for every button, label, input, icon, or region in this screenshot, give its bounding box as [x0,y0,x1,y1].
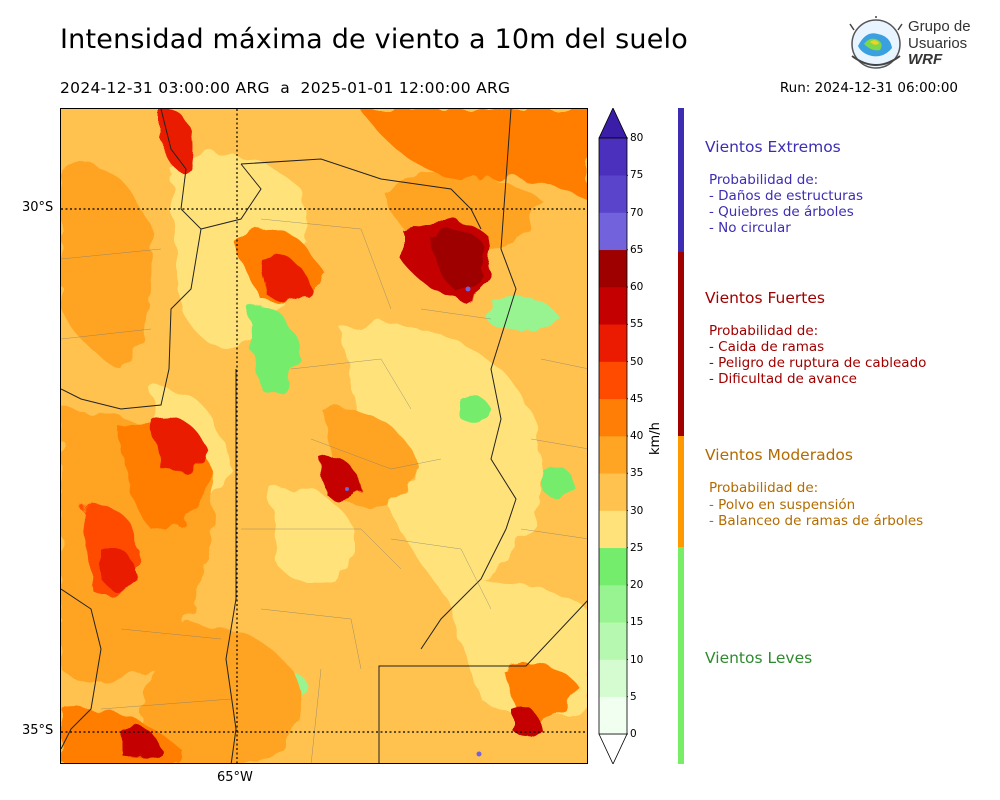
lat-label-35s: 35°S [22,723,54,738]
category-moderados-item: - Polvo en suspensión [709,497,856,513]
colorbar-segment [599,361,627,400]
valid-period: 2024-12-31 03:00:00 ARG a 2025-01-01 12:… [60,79,511,97]
category-fuertes-title: Vientos Fuertes [705,289,825,307]
band-extremos [678,108,684,252]
lon-label-65w: 65°W [217,770,253,785]
wind-field-svg [61,109,587,763]
department-borders [61,218,587,763]
colorbar-tick-label: 20 [630,579,644,591]
colorbar-segment [599,659,627,698]
colorbar-segment [599,175,627,213]
category-extremos-item: - Quiebres de árboles [709,204,854,220]
colorbar-tick-label: 50 [630,355,644,368]
band-leves [678,547,684,764]
logo-line-2: Usuarios [908,35,968,52]
colorbar-segment [599,547,627,586]
colorbar-tick-label: 30 [630,504,644,517]
band-moderados [678,436,684,547]
max-spot [465,286,471,292]
category-fuertes-item: - Dificultad de avance [709,371,857,387]
category-extremos-heading: Probabilidad de: [709,172,819,188]
colorbar-tick-label: 45 [630,392,644,405]
logo-line-1: Grupo de [908,18,971,35]
colorbar-segment [599,287,627,325]
category-leves-title: Vientos Leves [705,649,813,667]
logo-line-3: WRF [908,51,943,68]
category-fuertes-heading: Probabilidad de: [709,323,819,339]
category-extremos-title: Vientos Extremos [705,138,841,156]
colorbar-tick-label: 5 [630,690,637,703]
globe-logo-icon [849,14,903,69]
category-extremos-item: - No circular [709,220,791,236]
colorbar-tick-label: 0 [630,728,637,740]
colorbar-segment [599,622,627,660]
map-title: Intensidad máxima de viento a 10m del su… [60,24,688,55]
wrf-group-logo: Grupo de Usuarios WRF [848,14,972,72]
colorbar-segment [599,473,627,511]
colorbar-segment [599,436,627,474]
category-moderados-item: - Balanceo de ramas de árboles [709,513,924,529]
run-time: Run: 2024-12-31 06:00:00 [779,80,958,96]
colorbar-tick-label: 55 [630,318,644,331]
colorbar-segment [599,212,627,251]
colorbar-tick-label: 35 [630,467,644,480]
colorbar-segment [599,696,627,735]
colorbar-segment [599,249,627,288]
colorbar-extend-top [598,108,628,139]
max-spot [476,751,482,757]
colorbar-tick-label: 60 [630,281,644,293]
colorbar-unit-label: km/h [648,422,663,455]
colorbar-segment [599,585,627,623]
province-borders [61,109,587,763]
colorbar-segment [599,138,627,176]
category-extremos-item: - Daños de estructuras [709,188,864,204]
colorbar [598,108,628,764]
lat-label-30s: 30°S [22,200,54,215]
max-spot [345,487,349,491]
colorbar-tick-label: 15 [630,616,644,629]
colorbar-segment [599,324,627,362]
category-moderados-heading: Probabilidad de: [709,480,819,496]
colorbar-tick-label: 70 [630,206,644,219]
colorbar-tick-label: 75 [630,169,644,182]
colorbar-tick-label: 25 [630,541,644,554]
colorbar-tick-label: 80 [630,132,644,144]
category-fuertes-item: - Peligro de ruptura de cableado [709,355,927,371]
colorbar-tick-label: 65 [630,243,644,256]
wind-map [60,108,588,764]
band-fuertes [678,252,684,436]
colorbar-extend-bottom [598,733,628,764]
category-moderados-title: Vientos Moderados [705,446,853,464]
colorbar-segment [599,510,627,549]
colorbar-segment [599,398,627,437]
category-fuertes-item: - Caida de ramas [709,339,825,355]
colorbar-tick-label: 40 [630,430,644,442]
colorbar-tick-label: 10 [630,653,644,666]
